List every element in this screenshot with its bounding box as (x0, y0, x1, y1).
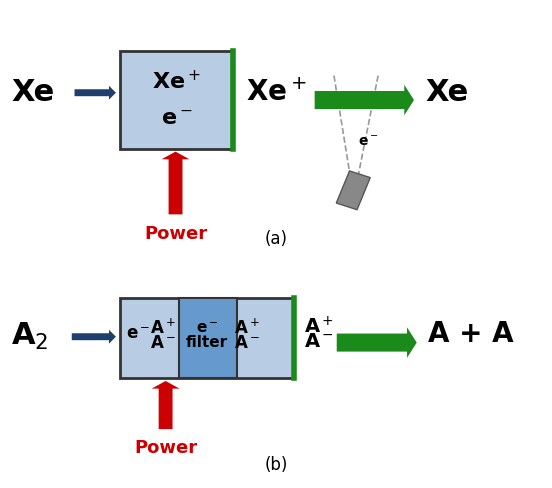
Text: A$^+$: A$^+$ (151, 319, 176, 338)
Text: A$^-$: A$^-$ (151, 334, 176, 351)
Text: Xe$^+$: Xe$^+$ (246, 79, 306, 107)
Polygon shape (336, 171, 370, 210)
Text: e$^-$: e$^-$ (358, 135, 378, 148)
Text: filter: filter (186, 335, 228, 350)
Text: A$^+$: A$^+$ (304, 316, 333, 338)
Text: Power: Power (144, 225, 207, 243)
Text: e$^-$: e$^-$ (161, 109, 193, 128)
Text: (b): (b) (264, 456, 288, 473)
Text: A$_2$: A$_2$ (11, 321, 49, 352)
Text: Xe: Xe (425, 78, 468, 107)
Text: e$^-$: e$^-$ (126, 325, 150, 343)
Text: Xe: Xe (11, 78, 54, 107)
FancyBboxPatch shape (120, 298, 294, 378)
Text: Power: Power (134, 439, 197, 457)
Text: A$^+$: A$^+$ (235, 319, 260, 338)
Text: Xe$^+$: Xe$^+$ (152, 70, 201, 93)
FancyBboxPatch shape (179, 298, 237, 378)
FancyBboxPatch shape (120, 51, 233, 149)
Text: A$^-$: A$^-$ (235, 334, 260, 351)
Text: A + A: A + A (428, 320, 513, 348)
Text: (a): (a) (264, 230, 288, 248)
Text: A$^-$: A$^-$ (304, 332, 333, 351)
Text: e$^-$: e$^-$ (196, 321, 218, 336)
